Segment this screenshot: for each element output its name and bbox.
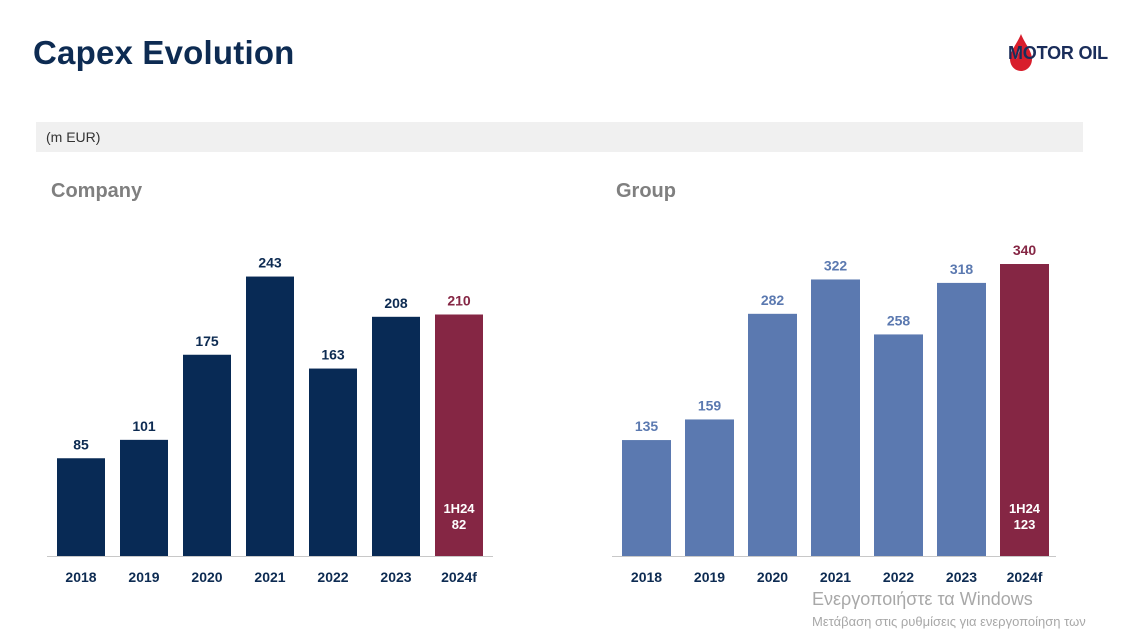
group-category-label-2021: 2021	[820, 569, 851, 585]
company-category-label-2024f: 2024f	[441, 569, 477, 585]
unit-banner: (m EUR)	[36, 122, 1083, 152]
group-highlight-inner-label-0: 1H24	[1009, 501, 1041, 516]
group-category-label-2022: 2022	[883, 569, 914, 585]
company-bar-2023	[372, 316, 420, 556]
company-bar-2019	[120, 439, 168, 556]
oil-drop-icon	[1010, 34, 1032, 71]
group-bar-2019	[685, 419, 734, 556]
company-category-label-2020: 2020	[191, 569, 222, 585]
company-highlight-inner-label-1: 82	[452, 517, 466, 532]
unit-label: (m EUR)	[46, 129, 101, 145]
group-value-label-2024f: 340	[1013, 242, 1037, 258]
group-bar-2023	[937, 282, 986, 556]
company-value-label-2021: 243	[258, 255, 282, 271]
company-category-label-2022: 2022	[317, 569, 348, 585]
group-category-label-2020: 2020	[757, 569, 788, 585]
company-category-label-2018: 2018	[65, 569, 96, 585]
company-category-label-2023: 2023	[380, 569, 411, 585]
group-value-label-2018: 135	[635, 418, 659, 434]
company-bar-2022	[309, 368, 357, 556]
company-category-label-2021: 2021	[254, 569, 285, 585]
company-bar-2018	[57, 458, 105, 556]
group-bar-2018	[622, 440, 671, 556]
company-bar-2020	[183, 354, 231, 556]
group-value-label-2019: 159	[698, 397, 722, 413]
company-value-label-2018: 85	[73, 436, 89, 452]
watermark-line-1: Ενεργοποιήστε τα Windows	[812, 589, 1033, 609]
logo-text: MOTOR OIL	[1008, 43, 1108, 63]
company-bar-2021	[246, 276, 294, 556]
page-title: Capex Evolution	[33, 34, 295, 71]
group-category-label-2024f: 2024f	[1007, 569, 1043, 585]
group-bar-2021	[811, 279, 860, 556]
company-category-label-2019: 2019	[128, 569, 159, 585]
group-bar-2020	[748, 313, 797, 556]
watermark-line-2: Μετάβαση στις ρυθμίσεις για ενεργοποίηση…	[812, 614, 1086, 629]
company-bar-2024f	[435, 314, 483, 556]
group-category-label-2019: 2019	[694, 569, 725, 585]
group-category-label-2018: 2018	[631, 569, 662, 585]
group-value-label-2021: 322	[824, 257, 848, 273]
company-chart-title: Company	[51, 180, 143, 202]
company-value-label-2020: 175	[195, 333, 219, 349]
group-chart-title: Group	[616, 180, 676, 202]
group-value-label-2023: 318	[950, 261, 974, 277]
group-bar-2024f	[1000, 264, 1049, 556]
group-value-label-2020: 282	[761, 292, 785, 308]
motor-oil-logo: MOTOR OIL	[1008, 30, 1128, 74]
group-value-label-2022: 258	[887, 312, 911, 328]
company-value-label-2019: 101	[132, 418, 156, 434]
group-category-label-2023: 2023	[946, 569, 977, 585]
group-bar-2022	[874, 334, 923, 556]
company-value-label-2024f: 210	[447, 293, 471, 309]
company-highlight-inner-label-0: 1H24	[443, 501, 475, 516]
group-highlight-inner-label-1: 123	[1014, 517, 1036, 532]
company-value-label-2023: 208	[384, 295, 408, 311]
company-value-label-2022: 163	[321, 347, 345, 363]
windows-activation-watermark: Ενεργοποιήστε τα Windows Μετάβαση στις ρ…	[812, 589, 1086, 629]
